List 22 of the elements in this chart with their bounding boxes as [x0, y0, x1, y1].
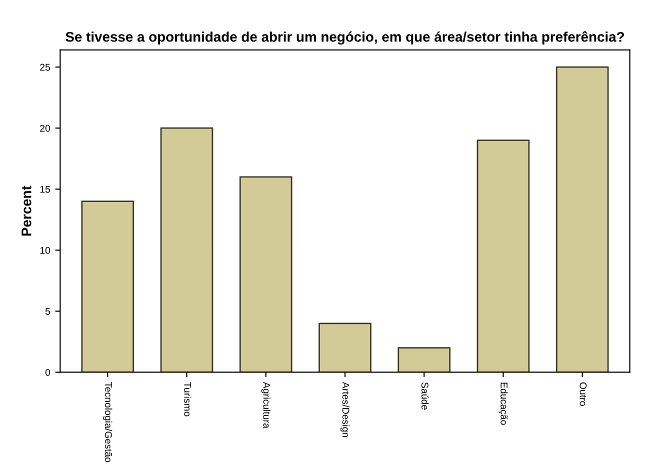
y-tick-label: 0: [45, 368, 50, 376]
x-tick-label: Outro: [580, 382, 587, 406]
y-tick-label: 5: [45, 308, 50, 315]
x-tick-label: Turismo: [184, 382, 192, 416]
bar: [476, 140, 530, 372]
x-tick-label: Educação: [498, 382, 508, 425]
bar: [398, 347, 451, 372]
x-tick-label: Agricultura: [261, 382, 270, 428]
bar: [160, 127, 214, 372]
bar: [239, 176, 292, 372]
bar: [318, 322, 372, 372]
y-axis-title: Percent: [22, 186, 32, 236]
bar: [556, 66, 609, 372]
bar: [81, 200, 134, 372]
x-tick-label: Tecnologia/Gestão: [103, 382, 112, 462]
x-tick-label: Artes/Design: [340, 382, 350, 437]
chart-title: Se tivesse a oportunidade de abrir um negócio, em que área/setor tinha preferência?: [66, 31, 624, 45]
x-tick-label: Saúde: [421, 382, 429, 410]
y-tick-label: 10: [40, 246, 50, 254]
y-tick-label: 20: [40, 124, 50, 132]
y-tick-label: 15: [40, 186, 50, 193]
y-tick-label: 25: [40, 64, 50, 71]
